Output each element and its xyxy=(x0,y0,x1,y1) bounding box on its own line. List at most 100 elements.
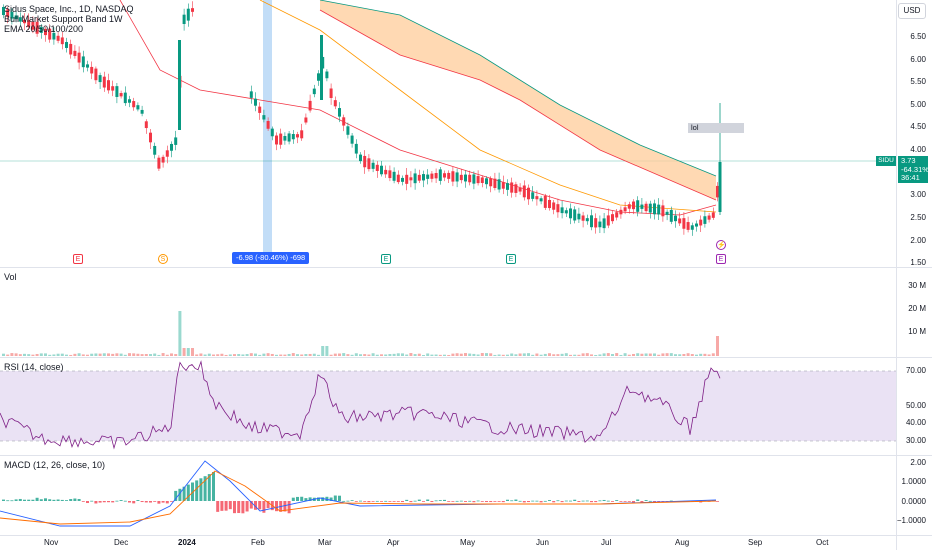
macd-histogram-bar xyxy=(573,499,577,501)
macd-histogram-bar xyxy=(489,501,493,503)
macd-histogram-bar xyxy=(195,480,199,501)
volume-bar xyxy=(98,353,102,356)
candle-body xyxy=(531,192,535,199)
volume-bar xyxy=(598,354,602,356)
macd-histogram-bar xyxy=(443,499,446,501)
macd-histogram-bar xyxy=(405,499,409,501)
candle-body xyxy=(380,165,383,175)
volume-tick: 10 M xyxy=(908,327,926,336)
earnings-event-icon[interactable]: E xyxy=(73,254,83,264)
macd-histogram-bar xyxy=(174,490,178,501)
price-pane[interactable]: Sidus Space, Inc., 1D, NASDAQ Bull Marke… xyxy=(0,0,896,268)
volume-bar xyxy=(497,354,501,356)
candle-body xyxy=(312,88,316,95)
macd-histogram-bar xyxy=(224,501,228,511)
price-chart-canvas[interactable] xyxy=(0,0,896,268)
volume-bar xyxy=(716,336,719,356)
candle-body xyxy=(73,50,77,56)
pane-divider[interactable] xyxy=(0,357,932,358)
candle-body xyxy=(573,209,577,221)
candle-body xyxy=(522,185,526,198)
price-tick: 4.50 xyxy=(910,122,926,131)
volume-bar xyxy=(501,354,505,356)
volume-label[interactable]: Vol xyxy=(4,272,17,282)
lightning-icon[interactable]: ⚡ xyxy=(716,240,726,250)
rsi-label[interactable]: RSI (14, close) xyxy=(4,362,64,372)
volume-tick: 20 M xyxy=(908,304,926,313)
candle-body xyxy=(392,171,396,181)
macd-histogram-bar xyxy=(69,499,73,501)
candle-body xyxy=(296,134,299,138)
volume-chart-canvas[interactable] xyxy=(0,268,896,357)
volume-bar xyxy=(606,353,610,356)
volume-bar xyxy=(480,353,484,356)
rsi-pane[interactable]: RSI (14, close) xyxy=(0,358,896,455)
macd-histogram-bar xyxy=(506,499,509,501)
candle-body xyxy=(413,173,417,184)
volume-bar xyxy=(380,354,383,356)
macd-histogram-bar xyxy=(140,501,144,503)
candle-body xyxy=(627,204,631,209)
volume-bar xyxy=(279,354,283,356)
pane-divider[interactable] xyxy=(0,455,932,456)
volume-bar xyxy=(296,354,299,356)
volume-bar xyxy=(237,354,241,356)
measure-tool-label[interactable]: -6.98 (-80.46%) -698 xyxy=(232,252,310,264)
candle-body xyxy=(359,154,362,162)
candle-body xyxy=(501,182,505,189)
volume-bar xyxy=(581,353,585,356)
candle-body xyxy=(48,28,52,40)
macd-histogram-bar xyxy=(39,499,43,501)
macd-histogram-bar xyxy=(153,501,157,502)
macd-histogram-bar xyxy=(111,501,115,503)
candle-body xyxy=(396,174,400,183)
candle-body xyxy=(132,101,136,108)
macd-chart-canvas[interactable] xyxy=(0,456,896,535)
macd-histogram-bar xyxy=(527,501,530,503)
volume-bar xyxy=(703,353,707,356)
split-event-icon[interactable]: S xyxy=(158,254,168,264)
volume-bar xyxy=(23,353,26,356)
earnings-event-icon[interactable]: E xyxy=(506,254,516,264)
candle-body xyxy=(665,211,669,215)
indicator-bull-band-label[interactable]: Bull Market Support Band 1W xyxy=(4,14,123,24)
macd-histogram-bar xyxy=(275,501,278,512)
candle-body xyxy=(682,218,686,229)
volume-bar xyxy=(573,354,577,356)
macd-histogram-bar xyxy=(86,501,89,504)
note-annotation[interactable]: lol xyxy=(688,123,744,133)
candle-body xyxy=(279,133,283,145)
time-tick: Jun xyxy=(536,538,549,547)
earnings-event-icon[interactable]: E xyxy=(716,254,726,264)
macd-histogram-bar xyxy=(485,501,488,503)
macd-histogram-bar xyxy=(497,501,501,502)
earnings-event-icon[interactable]: E xyxy=(381,254,391,264)
volume-bar xyxy=(640,353,644,356)
indicator-ema-label[interactable]: EMA 20/50/100/200 xyxy=(4,24,84,34)
volume-pane[interactable]: Vol xyxy=(0,268,896,357)
volume-bar xyxy=(438,354,442,356)
candle-body xyxy=(447,172,451,179)
macd-histogram-bar xyxy=(35,497,39,501)
volume-bar xyxy=(619,354,623,356)
candle-body xyxy=(300,130,304,139)
macd-histogram-bar xyxy=(417,499,421,501)
macd-label[interactable]: MACD (12, 26, close, 10) xyxy=(4,460,106,470)
macd-histogram-bar xyxy=(401,501,404,503)
candle-body xyxy=(35,21,39,34)
macd-histogram-bar xyxy=(598,500,602,502)
time-tick: Aug xyxy=(675,538,690,547)
macd-histogram-bar xyxy=(296,496,299,501)
macd-pane[interactable]: MACD (12, 26, close, 10) xyxy=(0,456,896,535)
volume-bar xyxy=(144,354,148,356)
pane-divider[interactable] xyxy=(0,267,932,268)
volume-bar xyxy=(170,353,173,356)
volume-bar xyxy=(308,353,312,356)
rsi-chart-canvas[interactable] xyxy=(0,358,896,455)
volume-bar xyxy=(254,353,257,356)
macd-histogram-bar xyxy=(44,498,47,501)
macd-line xyxy=(0,460,717,527)
currency-button[interactable]: USD xyxy=(898,3,926,19)
candle-body xyxy=(560,207,564,214)
volume-bar xyxy=(140,354,144,356)
